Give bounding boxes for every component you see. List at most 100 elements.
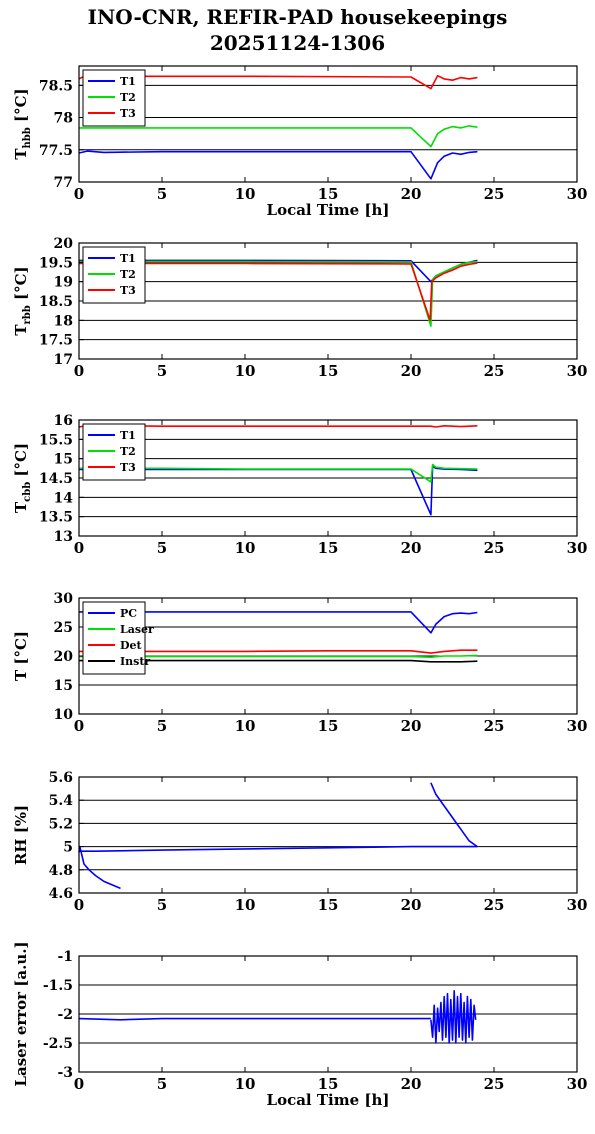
x-tick-label: 5 xyxy=(157,185,167,203)
y-axis-label: Laser error [a.u.] xyxy=(12,941,30,1086)
y-tick-label: 5.6 xyxy=(49,770,73,786)
x-tick-label: 25 xyxy=(484,896,505,914)
x-tick-label: 0 xyxy=(74,717,84,735)
x-tick-label: 10 xyxy=(235,1075,256,1093)
x-tick-label: 20 xyxy=(401,717,422,735)
x-tick-label: 0 xyxy=(74,539,84,557)
x-tick-label: 30 xyxy=(567,185,588,203)
y-tick-label: 5 xyxy=(63,840,73,856)
series-line-t1 xyxy=(78,150,478,180)
legend-label-laser: Laser xyxy=(120,623,154,636)
x-tick-label: 5 xyxy=(157,717,167,735)
y-tick-label: 18.5 xyxy=(39,294,73,310)
plot-frame xyxy=(78,65,578,183)
x-tick-label: 25 xyxy=(484,539,505,557)
x-tick-label: 15 xyxy=(318,185,339,203)
chart-panel-3: 0 5 10 15 20 25 30 13 13.5 14 14.5 15 15.5 16 Tcbb [°C… xyxy=(12,413,587,557)
x-tick-label: 5 xyxy=(157,896,167,914)
y-axis-label: T [°C] xyxy=(12,631,30,681)
series-line-t2 xyxy=(79,463,478,483)
y-tick-label: 14 xyxy=(54,490,74,506)
x-tick-label: 10 xyxy=(235,717,256,735)
y-tick-label: 18 xyxy=(54,313,73,329)
legend-label-pc: PC xyxy=(120,607,137,620)
y-tick-label: 16 xyxy=(54,413,73,429)
y-tick-label: -2.5 xyxy=(43,1036,73,1052)
y-axis-label: Tcbb [°C] xyxy=(12,443,33,513)
y-tick-label: 10 xyxy=(54,707,74,723)
x-tick-label: 20 xyxy=(401,362,422,380)
figure-title-block: INO-CNR, REFIR-PAD housekeepings 2025112… xyxy=(0,4,595,56)
y-axis-label: Trbb [°C] xyxy=(12,266,33,335)
x-tick-label: 30 xyxy=(567,1075,588,1093)
series-line-det xyxy=(79,649,478,654)
y-tick-label: 15.5 xyxy=(39,432,73,448)
x-tick-label: 20 xyxy=(401,185,422,203)
x-axis-label: Local Time [h] xyxy=(267,201,390,219)
x-tick-label: 15 xyxy=(318,362,339,380)
series-line-data-2 xyxy=(430,989,477,1044)
series-line-data-1 xyxy=(78,845,121,890)
x-tick-label: 15 xyxy=(318,1075,339,1093)
y-tick-label: 4.8 xyxy=(49,863,73,879)
legend: T1 T2 T3 xyxy=(82,246,146,304)
x-tick-label: 30 xyxy=(567,362,588,380)
series-line-data-3 xyxy=(430,782,478,848)
y-axis-label: Thbb [°C] xyxy=(12,88,33,159)
x-tick-label: 10 xyxy=(235,362,256,380)
y-tick-label: 19.5 xyxy=(39,255,73,271)
figure-subtitle: 20251124-1306 xyxy=(209,31,386,55)
x-tick-label: 25 xyxy=(484,717,505,735)
y-tick-label: 5.2 xyxy=(49,816,73,832)
y-tick-label: 20 xyxy=(54,649,74,665)
y-tick-label: 4.6 xyxy=(49,886,73,902)
x-tick-label: 20 xyxy=(401,539,422,557)
x-tick-label: 5 xyxy=(157,362,167,380)
x-tick-label: 20 xyxy=(401,1075,422,1093)
x-tick-label: 0 xyxy=(74,362,84,380)
legend: T1 T2 T3 xyxy=(82,423,146,481)
y-tick-label: 20 xyxy=(54,236,74,252)
legend-label-t1: T1 xyxy=(120,75,136,88)
legend: T1 T2 T3 xyxy=(82,69,146,127)
x-tick-label: 5 xyxy=(157,1075,167,1093)
x-tick-label: 30 xyxy=(567,717,588,735)
x-tick-label: 30 xyxy=(567,539,588,557)
y-tick-label: 77.5 xyxy=(39,143,73,159)
y-tick-label: 17 xyxy=(54,352,73,368)
x-tick-label: 25 xyxy=(484,362,505,380)
y-tick-label: -2 xyxy=(57,1007,73,1023)
x-tick-label: 10 xyxy=(235,539,256,557)
x-tick-label: 10 xyxy=(235,896,256,914)
plot-frame xyxy=(78,776,578,894)
chart-panel-5: 0 5 10 15 20 25 30 4.6 4.8 5 5.2 5.4 5.6 RH [%] xyxy=(12,770,587,914)
y-tick-label: 15 xyxy=(54,452,73,468)
chart-panel-2: 0 5 10 15 20 25 30 17 17.5 18 18.5 19 19.5 20 Trbb [°C… xyxy=(12,236,587,380)
series-line-pc xyxy=(79,611,478,634)
legend-label-instr: Instr xyxy=(120,655,150,668)
y-tick-label: 13 xyxy=(54,529,73,545)
series-line-data-1 xyxy=(78,1017,431,1021)
y-tick-label: 30 xyxy=(54,591,74,607)
y-tick-label: -3 xyxy=(57,1065,73,1081)
y-tick-label: 14.5 xyxy=(39,471,73,487)
y-tick-label: 19 xyxy=(54,275,73,291)
legend-label-t3: T3 xyxy=(120,284,136,297)
x-tick-label: 0 xyxy=(74,185,84,203)
x-tick-label: 5 xyxy=(157,539,167,557)
legend-label-t1: T1 xyxy=(120,429,136,442)
chart-panel-4: 0 5 10 15 20 25 30 10 15 20 25 30 T [°C] PC Laser Det In… xyxy=(12,591,587,735)
y-tick-label: 78 xyxy=(54,111,73,127)
series-line-laser xyxy=(79,654,478,659)
y-tick-label: 15 xyxy=(54,678,73,694)
legend-label-det: Det xyxy=(120,639,143,652)
legend: PC Laser Det Instr xyxy=(82,601,154,675)
x-tick-label: 15 xyxy=(318,539,339,557)
y-tick-label: 17.5 xyxy=(39,333,73,349)
y-tick-label: -1.5 xyxy=(43,978,73,994)
legend-label-t2: T2 xyxy=(120,268,136,281)
x-tick-label: 20 xyxy=(401,896,422,914)
legend-label-t2: T2 xyxy=(120,445,136,458)
x-axis-label: Local Time [h] xyxy=(267,1091,390,1109)
